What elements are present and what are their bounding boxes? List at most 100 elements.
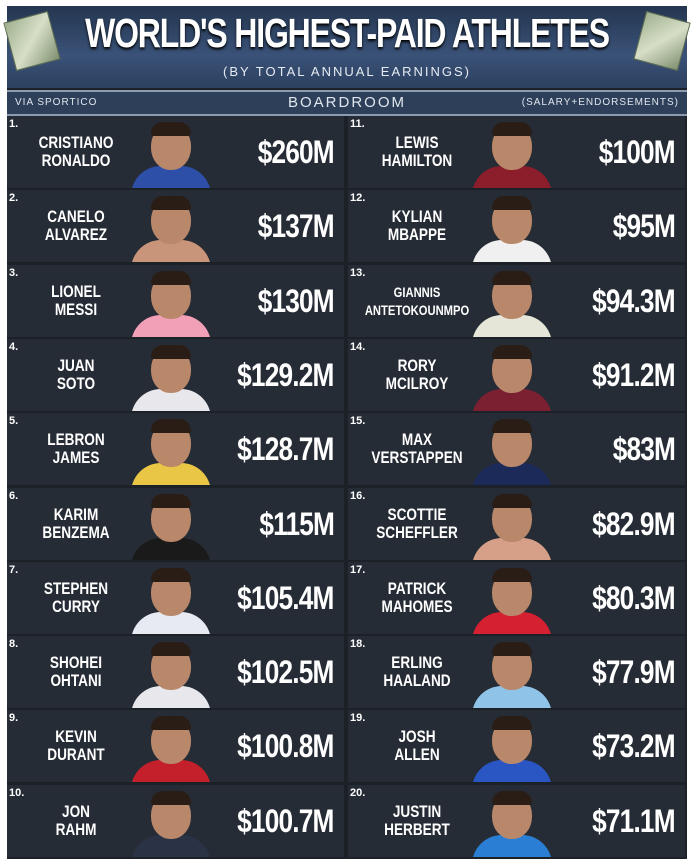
athlete-name: KARIM BENZEMA: [32, 488, 120, 560]
last-name: RAHM: [55, 819, 97, 839]
earnings-amount: $83M: [612, 431, 676, 468]
athlete-card: 14. RORY MCILROY $91.2M: [348, 338, 685, 411]
earnings-amount: $82.9M: [592, 505, 675, 542]
page-subtitle: (BY TOTAL ANNUAL EARNINGS): [222, 64, 471, 79]
rank-number: 8.: [9, 638, 19, 651]
athlete-name: STEPHEN CURRY: [32, 562, 120, 634]
athlete-card: 12. KYLIAN MBAPPE $95M: [348, 190, 685, 263]
athlete-name: KYLIAN MBAPPE: [373, 190, 461, 262]
page-title: WORLD'S HIGHEST-PAID ATHLETES: [85, 10, 610, 56]
first-name: SCOTTIE: [387, 504, 447, 524]
last-name: RONALDO: [41, 151, 111, 170]
athlete-card: 20. JUSTIN HERBERT $71.1M: [348, 784, 685, 857]
earnings-amount: $105.4M: [237, 579, 335, 616]
athlete-photo: [466, 642, 558, 709]
athlete-photo: [466, 419, 558, 486]
first-name: PATRICK: [387, 578, 447, 598]
athlete-name: JUSTIN HERBERT: [373, 785, 461, 857]
rank-number: 20.: [350, 786, 366, 799]
header-banner: WORLD'S HIGHEST-PAID ATHLETES (BY TOTAL …: [3, 6, 691, 88]
athlete-name: JUAN SOTO: [32, 339, 120, 411]
earnings-amount: $94.3M: [592, 282, 675, 319]
athlete-card: 18. ERLING HAALAND $77.9M: [348, 636, 685, 709]
last-name: VERSTAPPEN: [371, 448, 463, 468]
hair: [151, 567, 191, 582]
hair: [151, 122, 191, 136]
first-name: LEBRON: [47, 430, 105, 450]
athlete-card: 5. LEBRON JAMES $128.7M: [7, 413, 344, 486]
athlete-photo: [466, 196, 558, 263]
hair: [492, 493, 532, 508]
athlete-photo: [466, 270, 558, 337]
brand-logo: BOARDROOM: [287, 94, 406, 111]
athlete-card: 1. CRISTIANO RONALDO $260M: [7, 116, 344, 188]
athlete-name: ERLING HAALAND: [373, 636, 461, 708]
athlete-name: LEBRON JAMES: [32, 413, 120, 485]
jersey: [472, 388, 552, 411]
earnings-amount: $129.2M: [237, 356, 335, 393]
athlete-photo: [125, 270, 217, 337]
rank-number: 19.: [350, 712, 366, 725]
athlete-name: RORY MCILROY: [373, 339, 461, 411]
athlete-card: 13. GIANNIS ANTETOKOUNMPO $94.3M: [348, 264, 685, 337]
first-name: KYLIAN: [391, 207, 443, 227]
jersey: [472, 686, 552, 709]
athlete-photo: [125, 419, 217, 486]
athlete-photo: [125, 716, 217, 783]
athlete-photo: [125, 790, 217, 857]
source-label: VIA SPORTICO: [15, 97, 98, 108]
jersey: [131, 314, 211, 337]
hair: [151, 642, 191, 657]
money-stack-icon: [633, 10, 691, 72]
athlete-photo: [125, 344, 217, 411]
earnings-amount: $95M: [612, 208, 676, 245]
athlete-card: 16. SCOTTIE SCHEFFLER $82.9M: [348, 487, 685, 560]
hair: [151, 790, 191, 805]
athlete-card: 2. CANELO ALVAREZ $137M: [7, 190, 344, 263]
hair: [492, 122, 532, 136]
athlete-photo: [125, 493, 217, 560]
athlete-name: KEVIN DURANT: [32, 710, 120, 782]
last-name: ALVAREZ: [44, 225, 108, 245]
athlete-card: 11. LEWIS HAMILTON $100M: [348, 116, 685, 188]
last-name: MESSI: [54, 299, 98, 319]
earnings-amount: $100.7M: [237, 802, 335, 839]
first-name: GIANNIS: [393, 283, 441, 300]
earnings-amount: $100M: [598, 134, 676, 170]
rank-number: 10.: [9, 786, 25, 799]
athlete-name: JON RAHM: [32, 785, 120, 857]
hair: [151, 344, 191, 359]
athlete-card: 10. JON RAHM $100.7M: [7, 784, 344, 857]
last-name: OHTANI: [50, 671, 102, 691]
athlete-card: 6. KARIM BENZEMA $115M: [7, 487, 344, 560]
jersey: [472, 240, 552, 263]
last-name: HAMILTON: [381, 151, 453, 170]
rank-number: 12.: [350, 192, 366, 205]
athlete-name: CRISTIANO RONALDO: [32, 116, 120, 188]
last-name: SOTO: [56, 373, 96, 393]
first-name: JUSTIN: [392, 801, 442, 821]
earnings-amount: $100.8M: [237, 728, 335, 765]
money-stack-icon: [3, 10, 61, 72]
rank-number: 18.: [350, 638, 366, 651]
first-name: KARIM: [53, 504, 99, 524]
jersey: [131, 537, 211, 560]
hair: [151, 196, 191, 211]
rank-number: 1.: [9, 118, 19, 130]
jersey: [131, 686, 211, 709]
last-name: ANTETOKOUNMPO: [364, 301, 470, 318]
rank-number: 4.: [9, 340, 19, 353]
athlete-name: SHOHEI OHTANI: [32, 636, 120, 708]
last-name: MCILROY: [385, 373, 449, 393]
athlete-card: 19. JOSH ALLEN $73.2M: [348, 710, 685, 783]
rank-number: 7.: [9, 563, 19, 576]
athlete-card: 4. JUAN SOTO $129.2M: [7, 338, 344, 411]
first-name: LEWIS: [395, 133, 439, 152]
athlete-name: LIONEL MESSI: [32, 265, 120, 337]
rank-number: 17.: [350, 563, 366, 576]
hair: [151, 716, 191, 731]
earnings-note: (SALARY+ENDORSEMENTS): [521, 97, 679, 108]
rank-number: 9.: [9, 712, 19, 725]
last-name: JAMES: [52, 448, 100, 468]
first-name: SHOHEI: [49, 653, 103, 673]
